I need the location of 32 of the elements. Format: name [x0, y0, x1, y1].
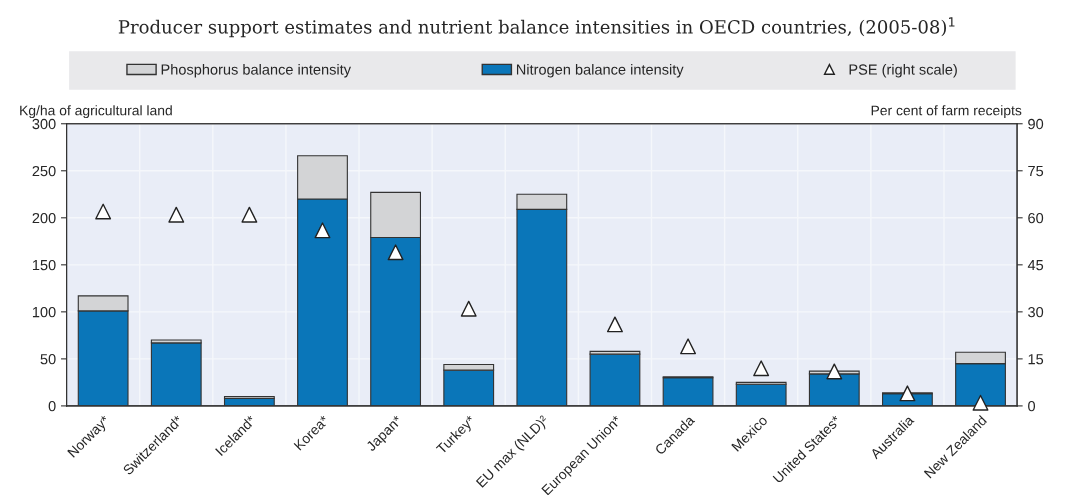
y-tick-label: 50	[40, 353, 56, 365]
point	[241, 206, 258, 223]
y-tick-label: 0	[48, 401, 56, 412]
y-tick-label: 200	[32, 212, 56, 224]
legend-label: PSE (right scale)	[849, 63, 957, 78]
y2-tick-label: 30	[1028, 306, 1044, 318]
y-tick-label: 250	[32, 165, 56, 177]
y2-tick-label: 15	[1028, 354, 1044, 365]
y2-tick-label: 60	[1028, 212, 1044, 224]
point	[826, 363, 843, 380]
point	[314, 222, 331, 239]
y-tick-label: 100	[32, 306, 56, 318]
point	[972, 394, 989, 411]
point	[460, 300, 477, 317]
point	[899, 385, 916, 402]
y-axis-title: Kg/ha of agricultural land	[20, 105, 172, 119]
y-tick-label: 300	[32, 118, 56, 130]
point	[168, 206, 185, 223]
point	[606, 316, 623, 333]
legend-label: Nitrogen balance intensity	[516, 63, 684, 78]
point	[95, 203, 112, 220]
y2-tick-label: 75	[1028, 166, 1044, 177]
point	[753, 360, 770, 377]
chart-subtitle: Producer support estimates and nutrient balance intensities in OECD countries, (2005-08)$^{1}$	[118, 17, 955, 38]
y2-tick-label: 45	[1027, 260, 1044, 271]
y2-tick-label: 90	[1028, 118, 1044, 130]
y2-tick-label: 0	[1028, 401, 1036, 412]
legend-label: Phosphorus balance intensity	[161, 63, 351, 78]
point	[680, 338, 697, 355]
y-tick-label: 150	[32, 259, 56, 271]
y2-axis-title: Per cent of farm receipts	[871, 105, 1022, 119]
point	[387, 244, 404, 261]
